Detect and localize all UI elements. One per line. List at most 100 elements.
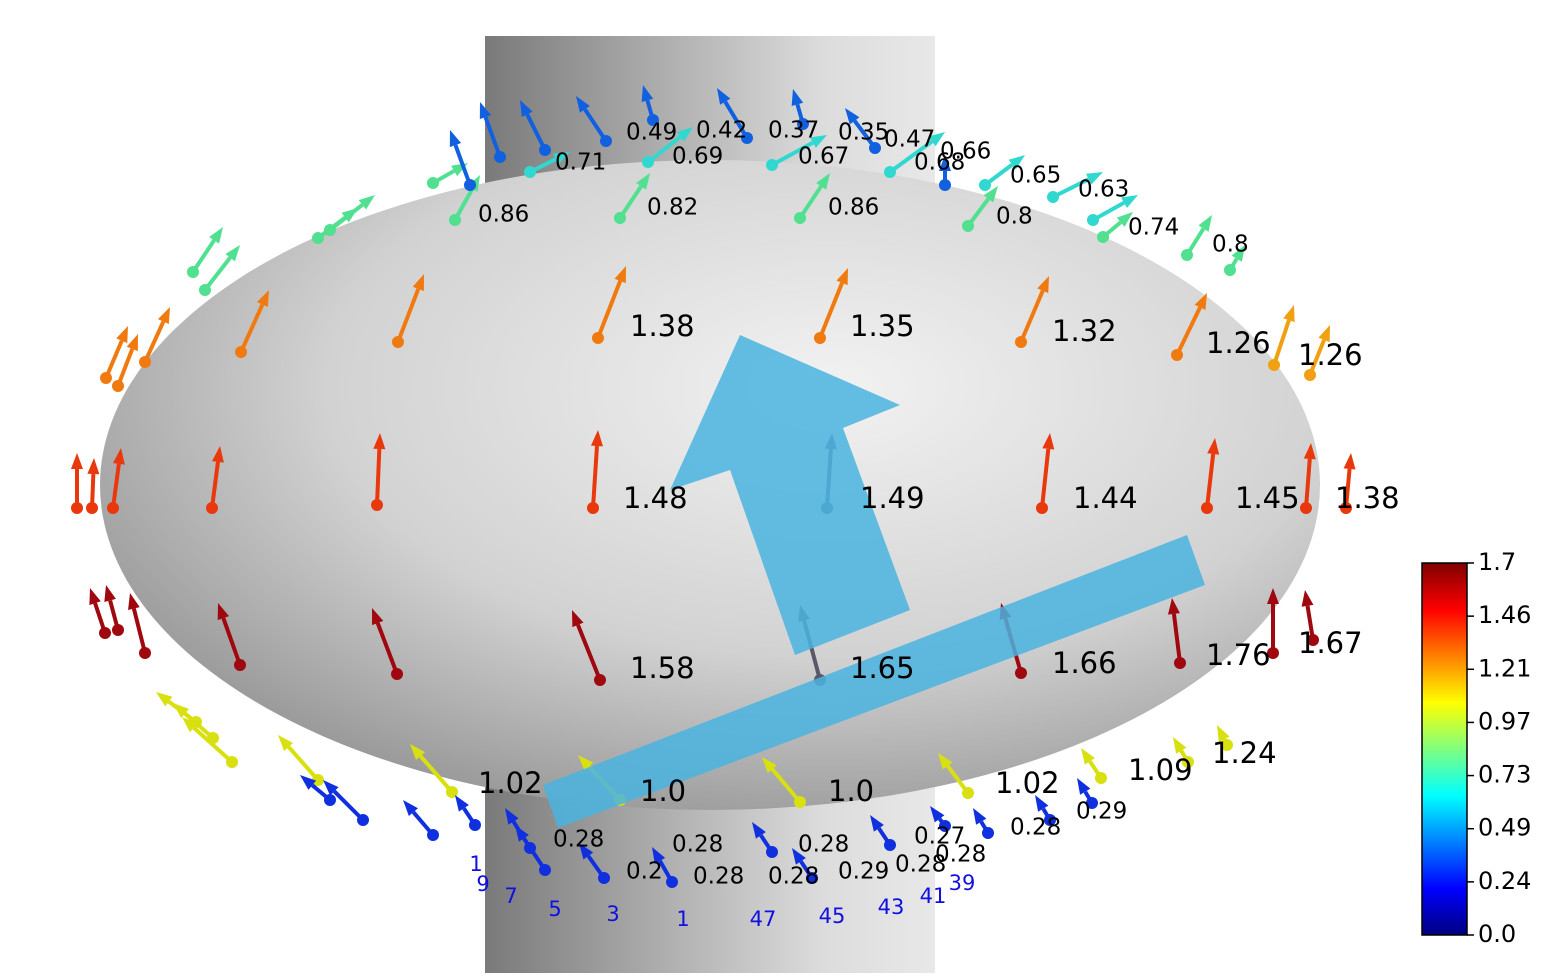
arrow-base — [494, 151, 506, 163]
arrow-head — [1344, 453, 1356, 469]
arrow-base — [539, 144, 551, 156]
arrow-base — [766, 159, 778, 171]
value-label: 0.71 — [555, 150, 606, 176]
arrow-base — [206, 502, 218, 514]
value-label: 1.02 — [995, 766, 1060, 800]
arrow-base — [226, 756, 238, 768]
arrow-shaft — [1274, 320, 1289, 365]
arrow-base — [666, 876, 678, 888]
arrow-base — [449, 214, 461, 226]
arrow-base — [1036, 502, 1048, 514]
arrow-shaft — [205, 258, 230, 290]
arrow-base — [1300, 502, 1312, 514]
colorbar-tick-label: 0.49 — [1478, 814, 1531, 842]
arrow-head — [127, 334, 138, 351]
arrow-base — [391, 668, 403, 680]
arrow-base — [1015, 336, 1027, 348]
arrow-head — [158, 307, 170, 324]
arrow-head — [89, 588, 100, 605]
arrow-base — [1095, 772, 1107, 784]
arrow-base — [357, 814, 369, 826]
value-label: 0.82 — [647, 195, 698, 221]
arrow-base — [324, 794, 336, 806]
value-label: 47 — [750, 907, 777, 931]
value-label: 0.28 — [693, 864, 744, 890]
value-label: 0.67 — [798, 144, 849, 170]
colorbar-tick-label: 1.46 — [1478, 601, 1531, 629]
value-label: 1.48 — [623, 481, 688, 515]
arrow-base — [1087, 214, 1099, 226]
value-label: 0.29 — [838, 859, 889, 885]
arrow-base — [1097, 231, 1109, 243]
arrow-base — [427, 829, 439, 841]
value-label: 5 — [548, 897, 561, 921]
arrow-head — [1077, 778, 1090, 795]
value-label: 1.24 — [1212, 736, 1277, 770]
value-label: 43 — [878, 895, 905, 919]
value-label: 1.09 — [1128, 753, 1193, 787]
value-label: 1.38 — [1335, 481, 1400, 515]
arrow-base — [814, 332, 826, 344]
arrow-base — [1268, 359, 1280, 371]
arrow-base — [1224, 264, 1236, 276]
arrow-base — [312, 232, 324, 244]
arrow-base — [469, 819, 481, 831]
value-label: 1.76 — [1206, 638, 1271, 672]
value-label: 45 — [819, 904, 846, 928]
arrow-base — [600, 135, 612, 147]
arrow-base — [371, 499, 383, 511]
arrow-head — [87, 458, 99, 474]
arrow-head — [71, 453, 83, 469]
arrow-base — [962, 787, 974, 799]
value-label: 0.86 — [478, 202, 529, 228]
arrow-base — [71, 502, 83, 514]
colorbar-tick-label: 0.24 — [1478, 867, 1531, 895]
value-label: 1.67 — [1298, 626, 1363, 660]
arrow-base — [100, 372, 112, 384]
arrow-base — [766, 846, 778, 858]
arrow-base — [112, 624, 124, 636]
arrow-base — [1201, 502, 1213, 514]
arrow-base — [1015, 667, 1027, 679]
arrow-base — [982, 827, 994, 839]
arrow-base — [107, 502, 119, 514]
value-label: 0.28 — [935, 842, 986, 868]
value-label: 0.49 — [626, 120, 677, 146]
value-label: 41 — [920, 884, 947, 908]
arrow-base — [392, 336, 404, 348]
arrow-base — [234, 659, 246, 671]
value-label: 0.28 — [672, 832, 723, 858]
value-label: 1.02 — [478, 766, 543, 800]
arrow-base — [139, 647, 151, 659]
arrow-head — [104, 585, 116, 602]
arrow-base — [614, 212, 626, 224]
value-label: 0.35 — [838, 120, 889, 146]
arrow-base — [464, 179, 476, 191]
value-label: 1.45 — [1235, 481, 1300, 515]
arrow-base — [112, 380, 124, 392]
arrow-base — [794, 212, 806, 224]
colorbar-tick-label: 0.97 — [1478, 707, 1531, 735]
arrow-base — [86, 502, 98, 514]
arrow-head — [116, 326, 128, 343]
arrow-base — [979, 179, 991, 191]
value-label: 39 — [949, 871, 976, 895]
value-label: 0.29 — [1076, 799, 1127, 825]
value-label: 0.8 — [996, 204, 1033, 230]
arrow-base — [598, 872, 610, 884]
value-label: 1.58 — [630, 651, 695, 685]
arrow-head — [1173, 737, 1186, 754]
value-label: 1.44 — [1073, 481, 1138, 515]
arrow-shaft — [377, 449, 379, 505]
value-label: 1.26 — [1298, 338, 1363, 372]
value-label: 0.74 — [1128, 215, 1179, 241]
arrow-base — [794, 796, 806, 808]
arrow-base — [99, 627, 111, 639]
arrow-base — [1174, 657, 1186, 669]
arrow-base — [539, 864, 551, 876]
arrow-head — [450, 130, 461, 147]
value-label: 0.65 — [1010, 163, 1061, 189]
arrow-base — [592, 332, 604, 344]
arrow-base — [139, 356, 151, 368]
value-label: 0.68 — [914, 150, 965, 176]
